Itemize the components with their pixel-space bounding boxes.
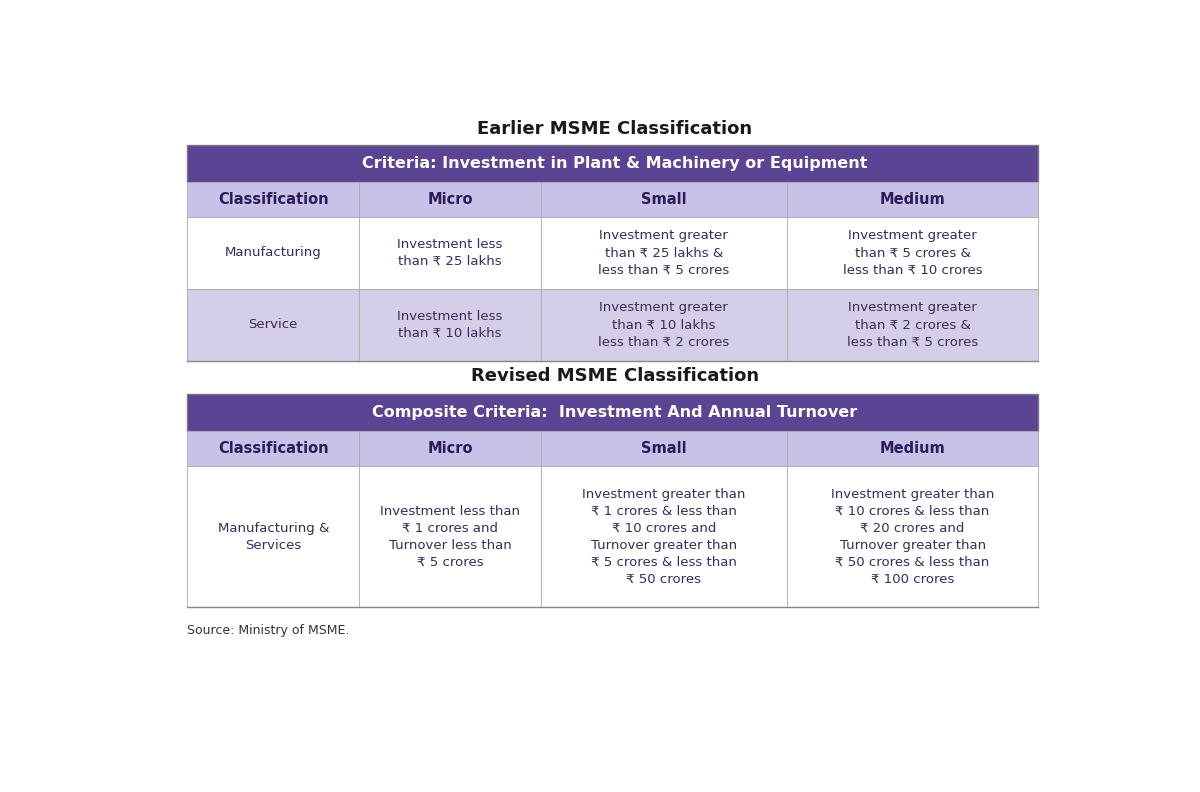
Text: Medium: Medium (880, 441, 946, 456)
Text: Criteria: Investment in Plant & Machinery or Equipment: Criteria: Investment in Plant & Machiner… (362, 156, 868, 171)
Bar (187, 217, 1038, 289)
Text: Investment greater than
₹ 1 crores & less than
₹ 10 crores and
Turnover greater : Investment greater than ₹ 1 crores & les… (582, 488, 745, 585)
Text: Composite Criteria:  Investment And Annual Turnover: Composite Criteria: Investment And Annua… (372, 406, 858, 421)
Text: Investment greater
than ₹ 10 lakhs
less than ₹ 2 crores: Investment greater than ₹ 10 lakhs less … (599, 302, 730, 348)
Text: Small: Small (641, 441, 686, 456)
Text: Service: Service (248, 318, 298, 331)
Text: Micro: Micro (427, 441, 473, 456)
Text: Investment less
than ₹ 10 lakhs: Investment less than ₹ 10 lakhs (397, 310, 503, 340)
Text: Source: Ministry of MSME.: Source: Ministry of MSME. (187, 624, 349, 637)
Text: Investment greater
than ₹ 25 lakhs &
less than ₹ 5 crores: Investment greater than ₹ 25 lakhs & les… (599, 230, 730, 276)
Text: Revised MSME Classification: Revised MSME Classification (470, 367, 760, 385)
Bar (187, 394, 1038, 431)
Text: Investment less than
₹ 1 crores and
Turnover less than
₹ 5 crores: Investment less than ₹ 1 crores and Turn… (380, 505, 520, 569)
Bar (187, 466, 1038, 607)
Bar (187, 181, 1038, 217)
Text: Investment less
than ₹ 25 lakhs: Investment less than ₹ 25 lakhs (397, 238, 503, 268)
Text: Classification: Classification (218, 192, 329, 207)
Text: Investment greater than
₹ 10 crores & less than
₹ 20 crores and
Turnover greater: Investment greater than ₹ 10 crores & le… (830, 488, 995, 585)
Text: Micro: Micro (427, 192, 473, 207)
Text: Medium: Medium (880, 192, 946, 207)
Bar (187, 145, 1038, 181)
Bar (187, 431, 1038, 466)
Text: Investment greater
than ₹ 2 crores &
less than ₹ 5 crores: Investment greater than ₹ 2 crores & les… (847, 302, 978, 348)
Text: Small: Small (641, 192, 686, 207)
Text: Investment greater
than ₹ 5 crores &
less than ₹ 10 crores: Investment greater than ₹ 5 crores & les… (842, 230, 983, 276)
Bar (187, 289, 1038, 361)
Text: Manufacturing: Manufacturing (224, 246, 322, 260)
Text: Earlier MSME Classification: Earlier MSME Classification (478, 120, 752, 138)
Text: Classification: Classification (218, 441, 329, 456)
Text: Manufacturing &
Services: Manufacturing & Services (217, 522, 329, 551)
